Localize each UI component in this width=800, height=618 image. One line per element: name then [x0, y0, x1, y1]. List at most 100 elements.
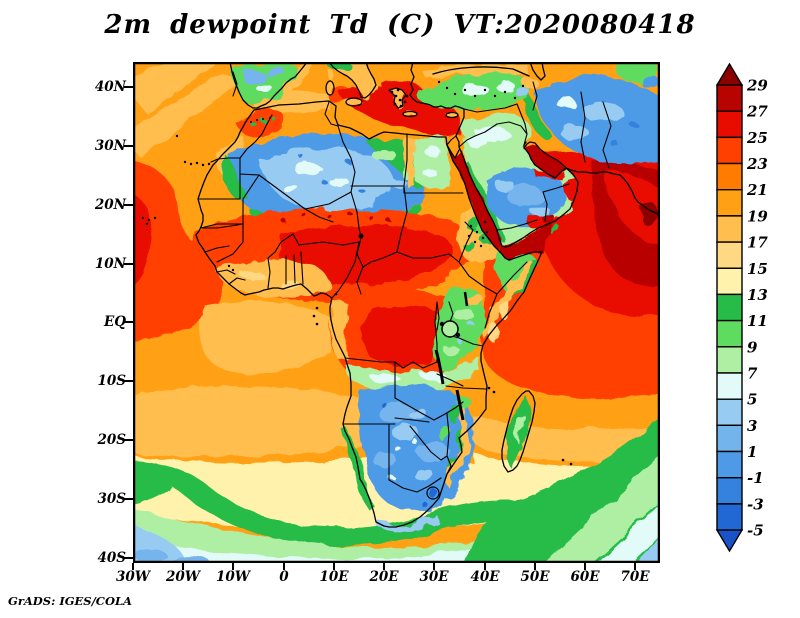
y-axis-tick [124, 204, 133, 206]
africa-dewpoint-map [133, 62, 660, 563]
y-axis-label: 40N [94, 79, 126, 95]
colorbar-label: 17 [747, 234, 768, 252]
colorbar-segment [716, 84, 743, 112]
colorbar-segment [716, 503, 743, 531]
colorbar-segment [716, 477, 743, 505]
colorbar-segment [716, 372, 743, 400]
x-axis-label: 30W [116, 569, 150, 585]
y-axis-label: 10N [94, 256, 126, 272]
x-axis-tick [634, 563, 636, 570]
y-axis-label: 40S [97, 550, 126, 566]
colorbar-segment [716, 346, 743, 374]
x-axis-tick [232, 563, 234, 570]
y-axis-tick [124, 380, 133, 382]
lake-malawi [455, 389, 465, 421]
x-axis-label: 30E [419, 569, 449, 585]
colorbar-label: 23 [746, 155, 768, 173]
y-axis-tick [124, 498, 133, 500]
x-axis-tick [132, 563, 134, 570]
colorbar-label: -1 [747, 469, 764, 487]
italy-coastline [328, 62, 377, 99]
colorbar-label: 21 [746, 181, 768, 199]
colorbar-label: 29 [746, 77, 768, 95]
black-sea-coastline [432, 66, 530, 77]
caspian-coastline [529, 62, 546, 81]
y-axis-tick [124, 86, 133, 88]
x-axis-label: 20E [369, 569, 399, 585]
x-axis-tick [182, 563, 184, 570]
colorbar-label: 5 [747, 391, 757, 409]
sardinia-coastline [325, 80, 335, 96]
sinai-coastline [446, 144, 460, 159]
colorbar-label: 7 [747, 365, 758, 383]
colorbar-segment [716, 293, 743, 322]
crete-coastline [402, 110, 418, 118]
lake-victoria [441, 320, 459, 338]
iberia-coastline [229, 62, 308, 109]
lesotho-border [426, 486, 440, 500]
colorbar-label: 19 [747, 207, 768, 225]
x-axis-tick [383, 563, 385, 570]
y-axis-tick [124, 557, 133, 559]
colorbar-label: 15 [747, 260, 768, 278]
iran-pakistan-coastline [565, 167, 660, 216]
colorbar-segment [716, 162, 743, 191]
colorbar-arrow-bottom [715, 529, 744, 553]
y-axis-tick [124, 321, 133, 323]
x-axis-label: 50E [520, 569, 550, 585]
y-axis-tick [124, 439, 133, 441]
terrain-stipple [141, 80, 573, 466]
sicily-coastline [345, 97, 363, 107]
levant-anatolia-coastline [409, 62, 465, 137]
madagascar-coastline [501, 390, 536, 473]
colorbar-segment [716, 136, 743, 165]
y-axis-label: 30S [97, 491, 126, 507]
y-axis-tick [124, 145, 133, 147]
map-frame [133, 62, 660, 563]
arabia-coastline [455, 135, 579, 248]
colorbar-label: 1 [747, 443, 757, 461]
colorbar-segment [716, 241, 743, 270]
x-axis-tick [534, 563, 536, 570]
x-axis-label: 70E [620, 569, 650, 585]
country-borders [197, 71, 612, 493]
greece-coastline [388, 87, 407, 109]
y-axis-label: 30N [94, 138, 126, 154]
colorbar-segment [716, 450, 743, 479]
x-axis-label: 10E [319, 569, 349, 585]
cyprus-coastline [445, 111, 459, 119]
persian-gulf-north-shore [523, 141, 567, 169]
y-axis-label: EQ [103, 314, 126, 330]
y-axis-label: 20S [97, 432, 126, 448]
colorbar-segment [716, 267, 743, 296]
x-axis-tick [433, 563, 435, 570]
colorbar-arrow-top [715, 62, 744, 86]
colorbar-label: 3 [747, 417, 757, 435]
y-axis-label: 20N [94, 197, 126, 213]
colorbar-segment [716, 215, 743, 243]
lakes [358, 233, 469, 500]
page-title: 2m dewpoint Td (C) VT:2020080418 [104, 10, 696, 40]
coastlines [195, 62, 660, 528]
x-axis-label: 60E [570, 569, 600, 585]
lake-chad [358, 233, 364, 239]
colorbar-segment [716, 188, 743, 217]
colorbar: 29 27 25 23 21 19 17 15 13 11 9 7 5 3 1 … [715, 62, 768, 553]
x-axis-tick [584, 563, 586, 570]
colorbar-segment [716, 319, 743, 348]
africa-coastline [195, 100, 543, 528]
colorbar-label: 11 [747, 312, 768, 330]
grads-credit: GrADS: IGES/COLA [8, 594, 132, 608]
colorbar-segment [716, 424, 743, 453]
y-axis-label: 10S [97, 373, 126, 389]
y-axis-tick [124, 263, 133, 265]
x-axis-label: 10W [216, 569, 250, 585]
colorbar-label: -5 [747, 522, 764, 540]
colorbar-segment [716, 398, 743, 427]
colorbar-label: -3 [747, 495, 764, 513]
colorbar-label: 25 [746, 129, 768, 147]
colorbar-label: 27 [746, 103, 768, 121]
colorbar-label: 9 [747, 338, 758, 356]
x-axis-label: 40E [470, 569, 500, 585]
